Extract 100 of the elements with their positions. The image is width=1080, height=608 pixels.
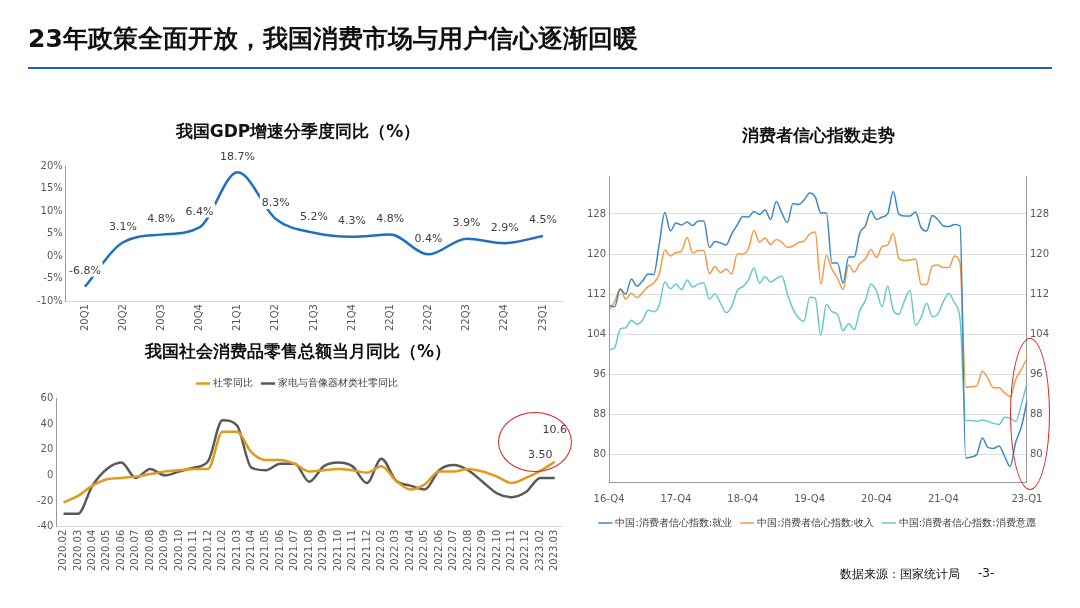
x-tick-label: 2020.10	[172, 529, 184, 572]
x-tick-label: 2022.10	[490, 529, 502, 572]
x-tick-label: 2020.03	[71, 529, 83, 572]
chart-title: 消费者信心指数走势	[740, 124, 895, 145]
data-label: -6.8%	[68, 264, 101, 278]
x-tick-label: 20Q1	[78, 304, 90, 332]
y-tick-label: 120	[586, 247, 607, 259]
x-tick-label: 20Q3	[154, 304, 166, 332]
x-tick-label: 22Q2	[422, 304, 434, 332]
x-tick-label: 2022.06	[432, 529, 444, 572]
x-tick-label: 16-Q4	[593, 492, 625, 504]
data-label: 4.5%	[528, 213, 557, 227]
y-tick-label: 40	[40, 417, 54, 429]
x-tick-label: 2021.08	[302, 529, 314, 572]
data-label: 4.8%	[147, 211, 176, 225]
x-tick-label: 22Q4	[498, 304, 510, 332]
y-tick-label: 80	[593, 448, 607, 460]
x-tick-label: 19-Q4	[794, 492, 826, 504]
x-tick-label: 2021.09	[317, 529, 329, 572]
data-label: 8.3%	[261, 196, 290, 210]
x-tick-label: 21-Q4	[927, 492, 959, 504]
x-tick-label: 2022.03	[389, 529, 401, 572]
y2-tick-label: 80	[1029, 448, 1043, 460]
x-tick-label: 21Q1	[231, 304, 243, 332]
legend-label: 社零同比	[213, 376, 253, 388]
x-tick-label: 2021.02	[216, 529, 228, 572]
y-tick-label: 15%	[40, 182, 63, 194]
y-tick-label: 0%	[46, 249, 63, 261]
chart-title: 我国社会消费品零售总额当月同比（%）	[143, 340, 452, 361]
data-label: 2.9%	[490, 220, 519, 234]
x-tick-label: 22Q3	[460, 304, 472, 332]
x-tick-label: 2020.04	[86, 529, 98, 572]
x-tick-label: 2021.06	[273, 529, 285, 572]
y-tick-label: 0	[46, 468, 54, 480]
y-tick-label: 20	[40, 443, 54, 455]
x-tick-label: 2022.02	[375, 529, 386, 572]
x-tick-label: 2020.05	[100, 529, 112, 572]
x-tick-label: 2020.12	[201, 529, 213, 572]
line-series	[608, 190, 1028, 468]
line-series	[608, 229, 1028, 398]
text: 23年政策全面开放，我国消费市场与用户信心逐渐回暖	[28, 23, 638, 55]
x-tick-label: 2022.09	[476, 529, 488, 572]
x-tick-label: 2022.07	[447, 529, 459, 572]
legend-label: 家电与音像器材类社零同比	[278, 376, 398, 388]
data-label: 3.9%	[452, 216, 481, 230]
x-tick-label: 2021.10	[331, 529, 343, 572]
x-tick-label: 2021.03	[230, 529, 242, 572]
data-label: 18.7%	[220, 149, 256, 163]
y2-tick-label: 128	[1029, 207, 1050, 219]
x-tick-label: 21Q4	[345, 304, 357, 332]
y2-tick-label: 112	[1029, 287, 1050, 299]
x-tick-label: 2022.04	[403, 529, 415, 572]
x-tick-label: 2021.07	[288, 529, 300, 572]
x-tick-label: 23Q1	[536, 304, 548, 332]
x-tick-label: 2022.08	[461, 529, 473, 572]
text: -3-	[978, 566, 995, 582]
x-tick-label: 2021.05	[259, 529, 271, 572]
data-label: 4.8%	[376, 211, 405, 225]
y2-tick-label: 120	[1029, 247, 1050, 259]
x-tick-label: 20Q4	[193, 304, 205, 332]
data-label: 3.1%	[109, 219, 138, 233]
legend-label: 中国:消费者信心指数:消费意愿	[898, 516, 1036, 528]
x-tick-label: 20Q2	[116, 304, 128, 332]
chart-title: 我国GDP增速分季度同比（%）	[174, 120, 421, 141]
x-tick-label: 2021.11	[346, 529, 358, 572]
y2-tick-label: 96	[1029, 367, 1043, 379]
x-tick-label: 21Q2	[269, 304, 281, 332]
x-tick-label: 2020.07	[129, 529, 141, 572]
x-tick-label: 2023.03	[548, 529, 560, 572]
x-tick-label: 2020.09	[158, 529, 170, 572]
y-tick-label: 96	[593, 367, 607, 379]
y-tick-label: 112	[586, 287, 607, 299]
y2-tick-label: 88	[1029, 407, 1043, 419]
x-tick-label: 2020.08	[143, 529, 155, 572]
x-tick-label: 2021.04	[244, 529, 256, 572]
legend-label: 中国:消费者信心指数:就业	[615, 516, 733, 528]
x-tick-label: 2020.06	[114, 529, 126, 572]
x-tick-label: 2020.11	[187, 529, 199, 572]
line-series	[608, 267, 1028, 426]
y-tick-label: 10%	[40, 204, 63, 216]
x-tick-label: 18-Q4	[727, 492, 759, 504]
y-tick-label: -40	[36, 520, 54, 532]
y-tick-label: 88	[593, 407, 607, 419]
x-tick-label: 23-Q1	[1011, 492, 1043, 504]
data-label: 5.2%	[299, 210, 328, 224]
y-tick-label: -20	[36, 494, 54, 506]
x-tick-label: 17-Q4	[660, 492, 692, 504]
y2-tick-label: 104	[1029, 327, 1050, 339]
x-tick-label: 2022.05	[418, 529, 430, 572]
x-tick-label: 20-Q4	[861, 492, 892, 504]
data-label: 4.3%	[338, 214, 367, 228]
data-label: 3.50	[528, 448, 553, 462]
data-label: 0.4%	[414, 231, 443, 245]
data-label: 6.4%	[185, 204, 214, 218]
y-tick-label: 104	[586, 327, 607, 339]
y-tick-label: -10%	[36, 294, 63, 306]
source-note: 数据来源：国家统计局	[840, 566, 960, 583]
y-tick-label: -5%	[43, 272, 63, 284]
y-tick-label: 60	[40, 391, 54, 403]
x-tick-label: 2022.11	[505, 529, 517, 572]
